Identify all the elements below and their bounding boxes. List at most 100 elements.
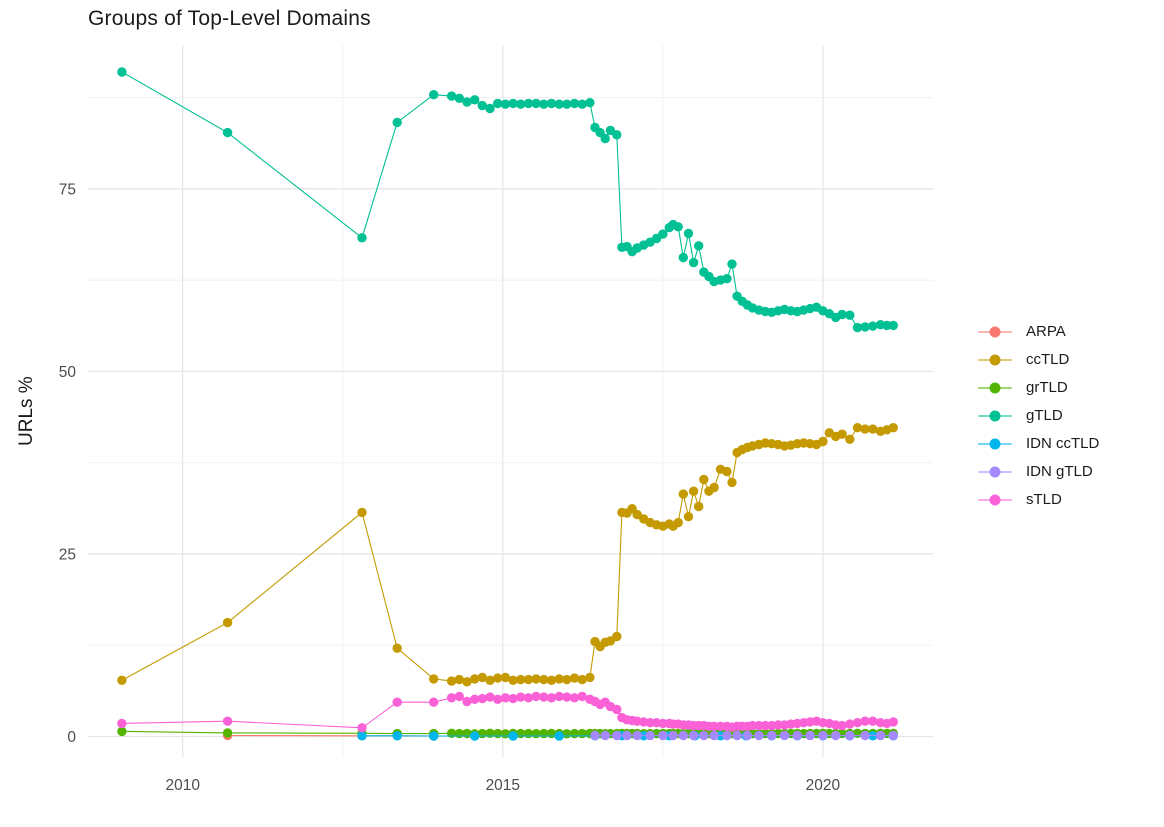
- data-point: [392, 643, 402, 653]
- y-tick-label: 25: [59, 546, 76, 563]
- data-point: [683, 228, 694, 239]
- data-point: [888, 717, 898, 727]
- data-point: [429, 90, 439, 100]
- data-point: [612, 130, 622, 140]
- data-point: [523, 674, 534, 685]
- data-point: [508, 731, 518, 741]
- data-point: [658, 229, 668, 239]
- legend-key-icon: [978, 324, 1012, 339]
- data-point: [462, 696, 472, 707]
- data-point: [709, 482, 719, 493]
- x-tick-label: 2020: [806, 777, 841, 794]
- axis-tick-labels: 0 25 50 75 2010 2015 2020: [59, 181, 841, 794]
- data-point: [357, 723, 367, 733]
- data-point: [860, 322, 870, 332]
- legend-item-cctld: ccTLD: [978, 351, 1099, 368]
- data-point: [117, 718, 127, 729]
- legend-key-icon: [978, 464, 1012, 479]
- y-tick-label: 50: [59, 364, 77, 381]
- legend-label: IDN ccTLD: [1026, 435, 1100, 452]
- data-point: [546, 98, 557, 109]
- data-point: [622, 730, 632, 741]
- data-point: [860, 716, 870, 726]
- data-point: [500, 99, 511, 109]
- data-point: [539, 692, 549, 702]
- data-point: [845, 730, 855, 741]
- data-point: [673, 222, 683, 232]
- data-point: [860, 424, 870, 434]
- legend-key-icon: [978, 352, 1012, 367]
- data-point: [722, 730, 732, 741]
- data-point: [539, 99, 549, 109]
- data-point: [888, 730, 898, 741]
- data-point: [462, 677, 472, 687]
- data-point: [531, 98, 541, 109]
- data-point: [612, 631, 622, 642]
- data-point: [888, 423, 898, 433]
- data-point: [612, 730, 622, 741]
- data-point: [493, 694, 503, 704]
- data-point: [577, 691, 587, 702]
- data-point: [531, 674, 541, 684]
- data-point: [709, 730, 719, 741]
- legend-key-icon: [978, 380, 1012, 395]
- legend-item-idn-cctld: IDN ccTLD: [978, 435, 1099, 452]
- data-point: [875, 730, 886, 741]
- data-point: [470, 674, 480, 684]
- data-point: [818, 436, 828, 447]
- data-point: [357, 731, 367, 741]
- data-point: [831, 730, 841, 741]
- data-point: [805, 730, 815, 741]
- data-point: [600, 730, 610, 741]
- data-point: [577, 99, 587, 109]
- data-point: [516, 99, 526, 109]
- legend-key-icon: [978, 436, 1012, 451]
- data-point: [569, 673, 580, 683]
- data-point: [462, 97, 472, 107]
- data-point: [523, 98, 534, 109]
- data-point: [477, 100, 487, 111]
- data-point: [688, 257, 699, 268]
- series-sTLD: [117, 691, 898, 733]
- data-point: [569, 693, 580, 703]
- data-point: [699, 730, 709, 741]
- data-point: [673, 517, 683, 528]
- data-point: [860, 730, 870, 741]
- data-point: [470, 95, 480, 105]
- data-point: [508, 98, 518, 109]
- data-point: [837, 429, 847, 439]
- x-tick-label: 2010: [166, 777, 201, 794]
- data-point: [357, 507, 367, 518]
- legend-item-grtld: grTLD: [978, 379, 1099, 396]
- data-point: [477, 672, 487, 683]
- data-point: [688, 730, 699, 741]
- legend-key-icon: [978, 492, 1012, 507]
- data-point: [429, 674, 439, 684]
- data-point: [500, 693, 511, 703]
- legend-label: IDN gTLD: [1026, 463, 1093, 480]
- data-point: [454, 691, 464, 702]
- data-point: [477, 693, 487, 704]
- data-point: [516, 692, 526, 702]
- data-point: [779, 730, 790, 741]
- data-point: [222, 716, 233, 726]
- data-point: [523, 693, 534, 703]
- legend-label: gTLD: [1026, 407, 1063, 424]
- data-point: [683, 512, 694, 522]
- data-point: [694, 501, 704, 512]
- data-point: [767, 730, 777, 741]
- data-point: [429, 697, 439, 707]
- data-point: [722, 274, 732, 284]
- data-point: [454, 674, 464, 685]
- data-point: [845, 719, 855, 729]
- data-point: [485, 675, 495, 685]
- data-point: [493, 673, 503, 683]
- data-point: [562, 674, 572, 685]
- data-point: [446, 693, 457, 703]
- legend-item-arpa: ARPA: [978, 323, 1099, 340]
- legend-item-idn-gtld: IDN gTLD: [978, 463, 1099, 480]
- data-point: [392, 697, 402, 707]
- data-point: [117, 67, 127, 77]
- data-point: [470, 694, 480, 704]
